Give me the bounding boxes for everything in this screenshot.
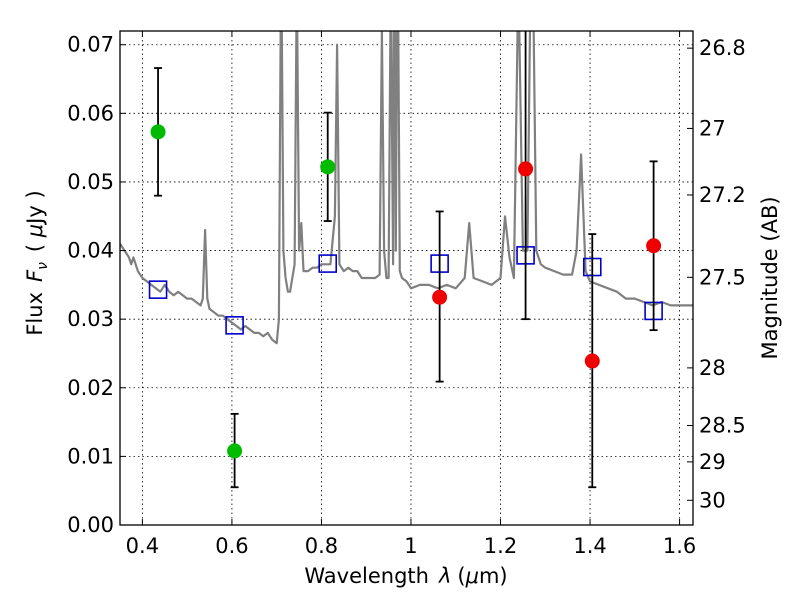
right-tick-label: 30 [699,488,726,512]
y-tick-label: 0.02 [67,376,114,400]
data-point [432,289,448,305]
right-axis-title: Magnitude (AB) [758,196,782,359]
right-tick-label: 27.2 [699,183,746,207]
grid-lines [120,31,693,526]
x-tick-label: 0.6 [215,534,248,558]
y-tick-label: 0.01 [67,444,114,468]
x-tick-label: 1.6 [663,534,696,558]
right-tick-label: 26.8 [699,36,746,60]
data-point [518,161,534,177]
x-tick-label: 1.4 [573,534,606,558]
x-tick-label: 0.8 [305,534,338,558]
model-photometry-square [225,316,244,335]
y-tick-label: 0.07 [67,33,114,57]
spectrum-line [120,31,693,345]
data-point [227,443,243,459]
x-tick-label: 1 [404,534,417,558]
right-tick-label: 28.5 [699,414,746,438]
model-photometry-square [148,280,168,299]
axis-ticks: 0.4 0.6 0.8 1 1.2 1.4 1.6 0.00 0.01 0.02 0.03 0.04 0… [67,31,746,558]
data-point [320,159,336,175]
y-tick-label: 0.03 [67,307,114,331]
model-photometry-square [318,254,338,273]
right-tick-label: 27 [699,116,726,140]
right-tick-label: 27.5 [699,265,746,289]
x-tick-label: 1.2 [484,534,517,558]
y-tick-label: 0.06 [67,101,114,125]
y-tick-label: 0.05 [67,170,114,194]
axes-frame [119,30,694,526]
y-axis-title: FluxFν( μJy ) [23,190,51,335]
y-tick-label: 0.00 [67,513,114,537]
data-point [646,238,662,254]
data-point [584,353,600,369]
data-point [150,124,166,140]
x-tick-label: 0.4 [126,534,159,558]
right-tick-label: 29 [699,450,726,474]
y-tick-label: 0.04 [67,239,114,263]
plot-area [120,31,693,489]
x-axis-title: Wavelength λ (μm) [304,564,507,588]
right-tick-label: 28 [699,356,726,380]
